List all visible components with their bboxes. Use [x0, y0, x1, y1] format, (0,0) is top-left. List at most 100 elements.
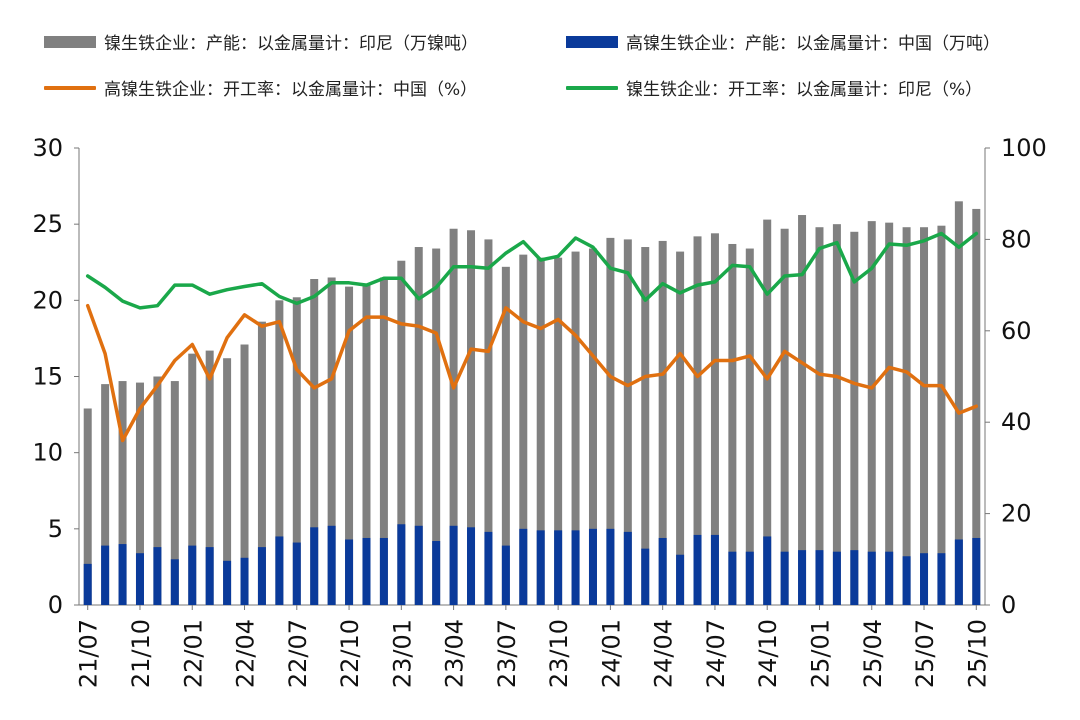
x-tick-label: 23/04 — [441, 619, 469, 688]
x-tick-label: 25/01 — [806, 619, 834, 688]
bar-indonesia-capacity — [745, 248, 754, 606]
legend-swatch-green-line — [566, 85, 618, 90]
bar-indonesia-capacity — [275, 300, 284, 605]
bar-indonesia-capacity — [397, 260, 406, 605]
bar-indonesia-capacity — [676, 251, 685, 605]
bar-indonesia-capacity — [153, 376, 162, 605]
bar-china-capacity — [676, 554, 685, 605]
legend-item-indonesia-capacity: 镍生铁企业：产能：以金属量计：印尼（万镍吨） — [44, 29, 478, 54]
bar-china-capacity — [832, 551, 841, 605]
legend-label: 高镍生铁企业：产能：以金属量计：中国（万吨） — [626, 34, 1000, 54]
x-tick-label: 24/07 — [702, 619, 730, 688]
bar-indonesia-capacity — [954, 201, 963, 606]
bar-china-capacity — [362, 537, 371, 605]
bar-indonesia-capacity — [571, 251, 580, 605]
bar-indonesia-capacity — [815, 227, 824, 606]
bar-indonesia-capacity — [135, 382, 144, 605]
chart-legend: 镍生铁企业：产能：以金属量计：印尼（万镍吨） 高镍生铁企业：产能：以金属量计：中… — [0, 0, 1080, 110]
bar-china-capacity — [397, 524, 406, 605]
x-tick-label: 22/04 — [232, 619, 260, 688]
bar-indonesia-capacity — [188, 353, 197, 605]
bar-indonesia-capacity — [467, 230, 476, 605]
y-left-tick-label: 30 — [32, 134, 63, 162]
y-left-tick-label: 20 — [32, 286, 63, 314]
bar-china-capacity — [327, 525, 336, 605]
y-right-tick-label: 60 — [1001, 317, 1032, 345]
bar-indonesia-capacity — [920, 227, 929, 606]
bar-china-capacity — [571, 530, 580, 605]
bar-china-capacity — [414, 525, 423, 605]
x-tick-label: 24/01 — [597, 619, 625, 688]
y-left-tick-label: 25 — [32, 210, 63, 238]
bar-china-capacity — [972, 537, 981, 605]
bar-indonesia-capacity — [641, 247, 650, 605]
x-tick-label: 21/10 — [127, 619, 155, 688]
legend-item-indonesia-utilization: 镍生铁企业：开工率：以金属量计：印尼（%） — [566, 75, 982, 100]
bar-china-capacity — [588, 528, 597, 605]
bar-china-capacity — [815, 550, 824, 605]
bar-indonesia-capacity — [501, 266, 510, 605]
bar-indonesia-capacity — [850, 231, 859, 606]
bar-china-capacity — [223, 560, 232, 605]
bar-indonesia-capacity — [205, 350, 214, 605]
bar-china-capacity — [780, 551, 789, 605]
x-tick-label: 24/04 — [650, 619, 678, 688]
bar-china-capacity — [170, 559, 179, 605]
bar-china-capacity — [379, 537, 388, 605]
bar-china-capacity — [240, 557, 249, 605]
bar-china-capacity — [449, 525, 458, 605]
bar-china-capacity — [501, 545, 510, 605]
bar-china-capacity — [658, 537, 667, 605]
bar-indonesia-capacity — [257, 321, 266, 605]
bar-china-capacity — [135, 553, 144, 605]
y-right-tick-label: 0 — [1001, 591, 1016, 619]
bar-china-capacity — [292, 542, 301, 605]
bar-china-capacity — [257, 547, 266, 605]
bar-china-capacity — [606, 528, 615, 605]
legend-swatch-blue-bar — [566, 35, 618, 48]
legend-label: 高镍生铁企业：开工率：以金属量计：中国（%） — [104, 80, 478, 100]
bar-china-capacity — [519, 528, 528, 605]
bar-indonesia-capacity — [292, 297, 301, 605]
bar-indonesia-capacity — [536, 257, 545, 605]
y-left-tick-label: 10 — [32, 439, 63, 467]
bar-china-capacity — [310, 527, 319, 605]
x-tick-label: 25/04 — [859, 619, 887, 688]
bar-indonesia-capacity — [118, 381, 127, 605]
bar-china-capacity — [275, 536, 284, 605]
bar-china-capacity — [920, 553, 929, 605]
bar-indonesia-capacity — [623, 239, 632, 605]
bar-indonesia-capacity — [763, 219, 772, 605]
bar-indonesia-capacity — [170, 381, 179, 605]
bar-indonesia-capacity — [484, 239, 493, 605]
bar-china-capacity — [432, 541, 441, 605]
line-indonesia-utilization — [85, 231, 979, 310]
bar-indonesia-capacity — [728, 243, 737, 605]
bar-china-capacity — [937, 553, 946, 605]
bar-indonesia-capacity — [83, 408, 92, 605]
bar-indonesia-capacity — [310, 279, 319, 605]
bar-indonesia-capacity — [867, 221, 876, 605]
bar-china-capacity — [954, 539, 963, 605]
x-tick-label: 23/07 — [493, 619, 521, 688]
bar-indonesia-capacity — [937, 225, 946, 605]
bar-indonesia-capacity — [379, 277, 388, 605]
bar-china-capacity — [902, 556, 911, 605]
bar-china-capacity — [345, 539, 354, 605]
x-tick-label: 22/10 — [336, 619, 364, 688]
bar-indonesia-capacity — [223, 358, 232, 605]
bar-china-capacity — [728, 551, 737, 605]
bar-china-capacity — [554, 530, 563, 605]
legend-item-china-capacity: 高镍生铁企业：产能：以金属量计：中国（万吨） — [566, 29, 1000, 54]
bar-china-capacity — [641, 548, 650, 605]
bar-indonesia-capacity — [710, 233, 719, 605]
bar-china-capacity — [623, 531, 632, 605]
bar-china-capacity — [693, 534, 702, 605]
legend-swatch-orange-line — [44, 85, 96, 90]
y-left-tick-label: 15 — [32, 363, 63, 391]
bar-indonesia-capacity — [240, 344, 249, 605]
bar-china-capacity — [83, 563, 92, 605]
bar-indonesia-capacity — [588, 248, 597, 606]
bar-china-capacity — [118, 544, 127, 605]
